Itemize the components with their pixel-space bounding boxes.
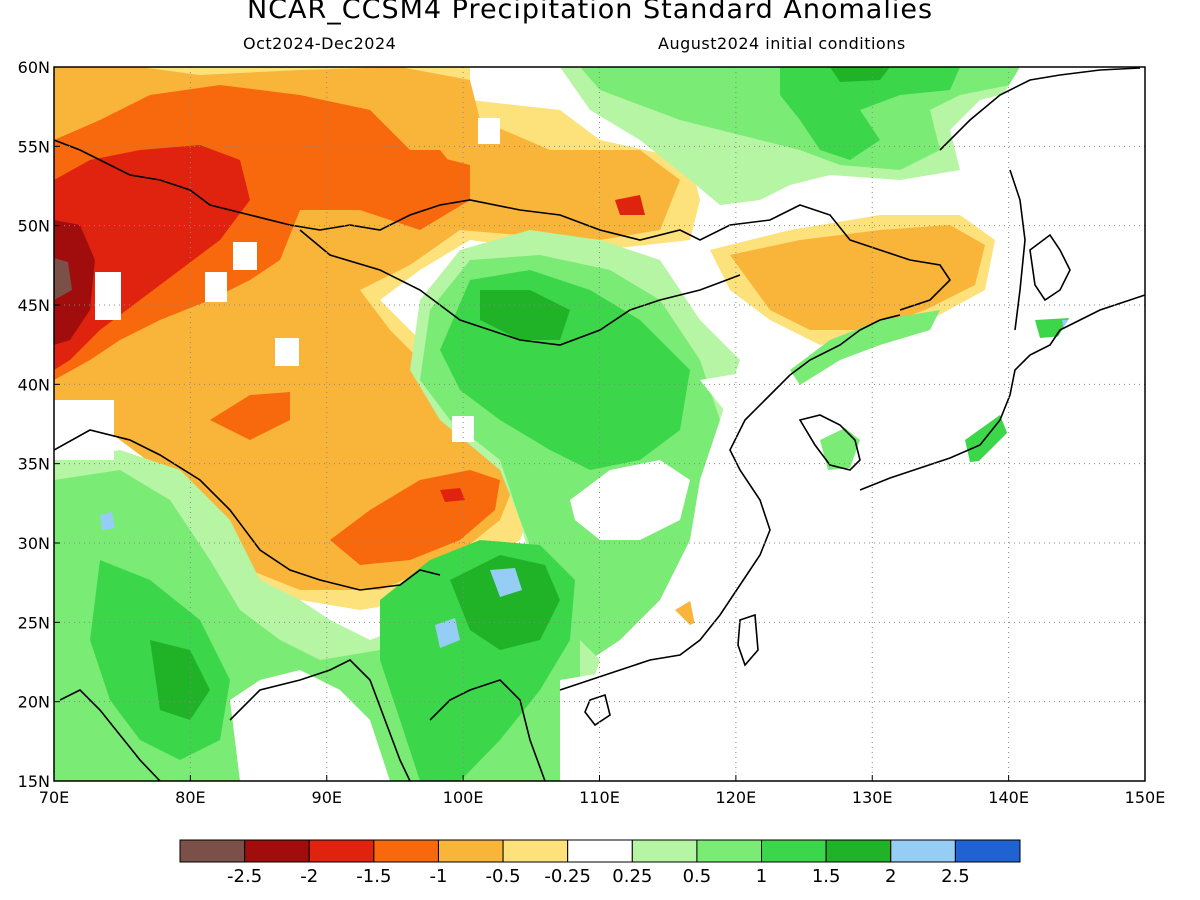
neutral-ocean-scs bbox=[560, 660, 760, 781]
neutral-area-central bbox=[570, 460, 690, 540]
colorbar-swatch bbox=[696, 839, 763, 863]
wet-region-center-dark bbox=[480, 290, 570, 340]
colorbar-swatch bbox=[373, 839, 439, 863]
neutral-ocean-east bbox=[760, 67, 1145, 781]
initial-conditions: August2024 initial conditions bbox=[658, 34, 906, 53]
x-tick-label: 90E bbox=[312, 788, 342, 807]
y-tick-label: 25N bbox=[18, 613, 50, 632]
colorbar-label: 2.5 bbox=[941, 866, 970, 887]
colorbar-swatch bbox=[761, 839, 827, 863]
map-title: NCAR_CCSM4 Precipitation Standard Anomal… bbox=[246, 0, 934, 25]
dry-region-red-ne bbox=[615, 195, 645, 215]
y-tick-label: 35N bbox=[18, 455, 50, 474]
y-tick-label: 60N bbox=[18, 58, 50, 77]
dry-region-mid bbox=[210, 392, 290, 440]
coastlines bbox=[54, 67, 1145, 781]
colorbar-swatch bbox=[437, 839, 504, 863]
x-tick-label: 120E bbox=[716, 788, 757, 807]
colorbar-swatch bbox=[567, 839, 633, 863]
colorbar-swatch bbox=[244, 839, 310, 863]
colorbar-label: 0.5 bbox=[683, 866, 712, 887]
wet-region-sw-dark bbox=[450, 555, 560, 650]
x-tick-label: 140E bbox=[988, 788, 1029, 807]
colorbar-label: -0.25 bbox=[544, 866, 591, 887]
y-tick-label: 40N bbox=[18, 375, 50, 394]
colorbar-label: 0.25 bbox=[612, 866, 652, 887]
colorbar-swatch bbox=[179, 839, 246, 863]
y-tick-label: 55N bbox=[18, 137, 50, 156]
colorbar-swatch bbox=[890, 839, 956, 863]
colorbar-swatch bbox=[631, 839, 698, 863]
wet-region-north-darkest bbox=[830, 67, 890, 82]
colorbar-label: -2.5 bbox=[227, 866, 262, 887]
x-tick-label: 150E bbox=[1125, 788, 1166, 807]
colorbar-label: -1 bbox=[429, 866, 447, 887]
colorbar-swatch bbox=[308, 839, 375, 863]
neutral-ocean-bob bbox=[230, 670, 390, 781]
anomaly-field bbox=[54, 67, 1145, 781]
dry-region-red-c bbox=[440, 488, 465, 502]
colorbar: -2.5 -2 -1.5 -1 -0.5 -0.25 0.25 0.5 1 1.5 2 2.5 bbox=[179, 839, 1021, 887]
wet-region-sw-dark2 bbox=[150, 640, 210, 720]
wet-region-blue-1 bbox=[490, 568, 522, 597]
x-tick-label: 100E bbox=[443, 788, 484, 807]
x-tick-label: 110E bbox=[579, 788, 620, 807]
colorbar-label: -2 bbox=[300, 866, 318, 887]
y-tick-label: 45N bbox=[18, 296, 50, 315]
y-axis: 60N 55N 50N 45N 40N 35N 30N 25N 20N 15N bbox=[18, 58, 60, 791]
y-tick-label: 15N bbox=[18, 772, 50, 791]
colorbar-label: 1 bbox=[756, 866, 767, 887]
x-tick-label: 130E bbox=[852, 788, 893, 807]
wet-region-north-strong bbox=[780, 67, 960, 160]
colorbar-label: -1.5 bbox=[356, 866, 391, 887]
y-tick-label: 20N bbox=[18, 693, 50, 712]
colorbar-label: 1.5 bbox=[812, 866, 841, 887]
y-tick-label: 30N bbox=[18, 534, 50, 553]
x-axis: 70E 80E 90E 100E 110E 120E 130E 140E 150E bbox=[39, 775, 1166, 807]
colorbar-swatch bbox=[502, 839, 569, 863]
x-tick-label: 70E bbox=[39, 788, 69, 807]
colorbar-label: -0.5 bbox=[486, 866, 521, 887]
neutral-ocean-yellow-sea bbox=[690, 370, 820, 650]
forecast-period: Oct2024-Dec2024 bbox=[243, 34, 397, 53]
x-tick-label: 80E bbox=[175, 788, 205, 807]
wet-region-korea bbox=[820, 428, 860, 470]
dry-region-strong-baikal bbox=[370, 150, 460, 205]
colorbar-label: 2 bbox=[885, 866, 896, 887]
wet-region-blue-2 bbox=[435, 618, 460, 648]
colorbar-swatch bbox=[825, 839, 892, 863]
dry-region-deepest bbox=[54, 258, 72, 300]
wet-region-blue-3 bbox=[100, 512, 115, 530]
y-tick-label: 50N bbox=[18, 217, 50, 236]
colorbar-swatch bbox=[954, 839, 1021, 863]
dry-region-deep bbox=[54, 220, 95, 345]
grid bbox=[54, 67, 1145, 781]
wet-region-manchuria bbox=[790, 310, 940, 385]
